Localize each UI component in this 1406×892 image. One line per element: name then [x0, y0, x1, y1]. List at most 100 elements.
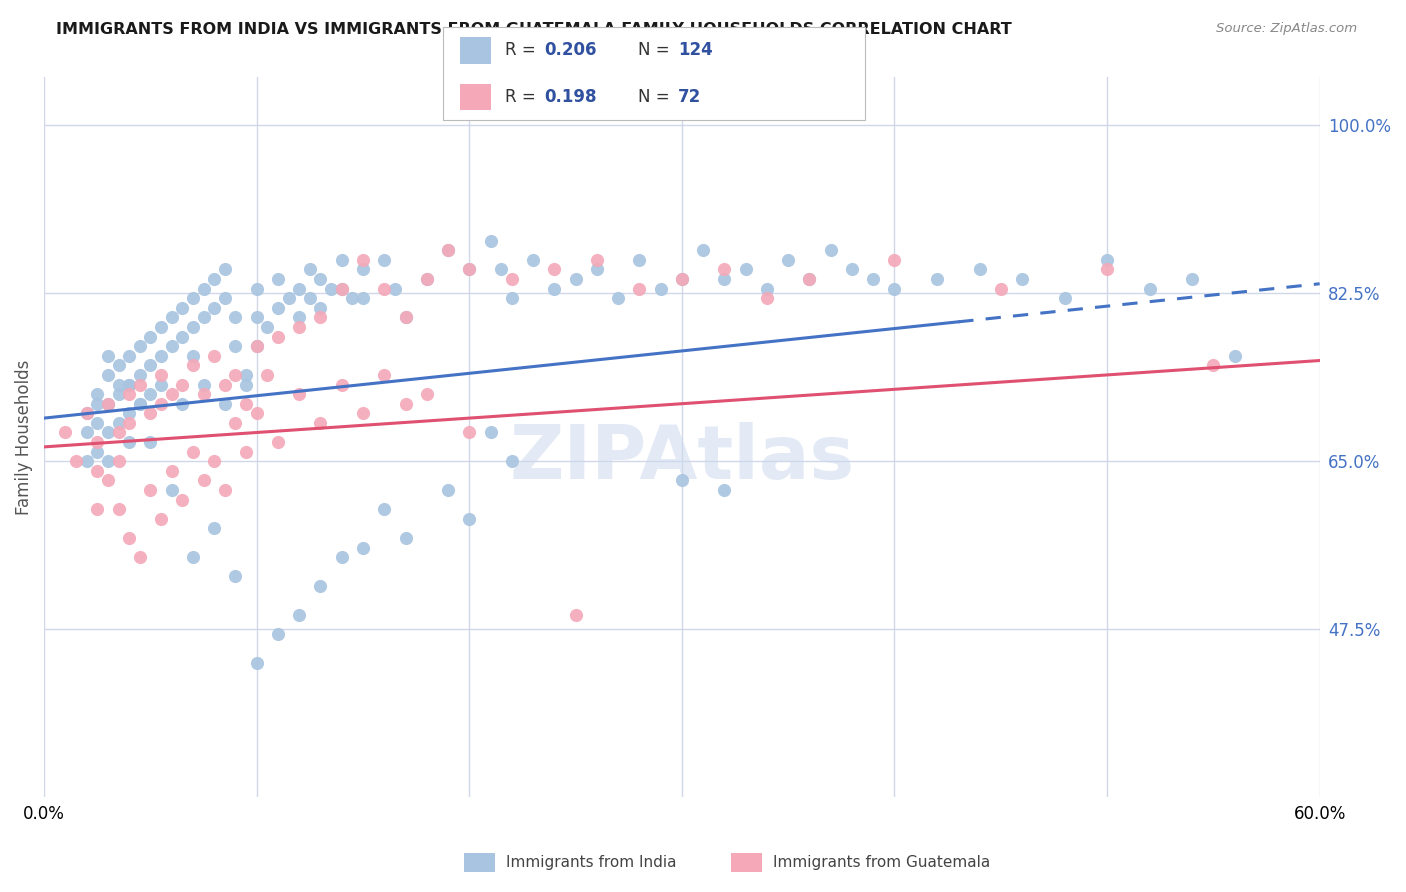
Point	[841, 262, 863, 277]
Point	[309, 272, 332, 286]
Point	[53, 425, 76, 440]
Point	[394, 531, 416, 545]
Point	[267, 272, 290, 286]
Point	[150, 320, 173, 334]
Point	[193, 377, 215, 392]
Point	[246, 339, 269, 353]
Point	[160, 483, 183, 497]
Point	[267, 627, 290, 641]
Point	[479, 234, 502, 248]
Point	[193, 474, 215, 488]
Point	[76, 425, 98, 440]
Point	[437, 243, 460, 257]
Point	[97, 474, 120, 488]
Point	[458, 512, 481, 526]
Point	[65, 454, 87, 468]
Point	[862, 272, 884, 286]
Point	[309, 301, 332, 315]
Text: 124: 124	[678, 41, 713, 59]
Point	[734, 262, 756, 277]
Point	[607, 291, 630, 305]
Point	[202, 454, 225, 468]
Point	[86, 502, 108, 516]
Point	[139, 483, 162, 497]
Point	[128, 550, 150, 565]
Point	[628, 281, 651, 295]
Point	[235, 377, 257, 392]
Point	[501, 454, 523, 468]
Point	[990, 281, 1012, 295]
Point	[586, 262, 609, 277]
Point	[76, 454, 98, 468]
Text: R =: R =	[505, 88, 541, 106]
Point	[288, 320, 311, 334]
Point	[118, 377, 141, 392]
Point	[172, 397, 194, 411]
Point	[86, 464, 108, 478]
Point	[1202, 359, 1225, 373]
Point	[416, 387, 439, 401]
Point	[139, 329, 162, 343]
Point	[437, 243, 460, 257]
Point	[118, 377, 141, 392]
Point	[628, 252, 651, 267]
Point	[330, 252, 353, 267]
Point	[107, 425, 129, 440]
Point	[458, 425, 481, 440]
Text: 72: 72	[678, 88, 702, 106]
Text: Immigrants from India: Immigrants from India	[506, 855, 676, 870]
Point	[352, 262, 374, 277]
Point	[246, 339, 269, 353]
Point	[235, 444, 257, 458]
Point	[214, 377, 236, 392]
Point	[76, 406, 98, 420]
Point	[202, 349, 225, 363]
Point	[394, 310, 416, 325]
Point	[489, 262, 512, 277]
Point	[214, 397, 236, 411]
Point	[150, 512, 173, 526]
Point	[97, 454, 120, 468]
Point	[288, 607, 311, 622]
Y-axis label: Family Households: Family Households	[15, 359, 32, 515]
Point	[319, 281, 342, 295]
Text: R =: R =	[505, 41, 541, 59]
Point	[86, 387, 108, 401]
Point	[969, 262, 991, 277]
Point	[820, 243, 842, 257]
Point	[118, 387, 141, 401]
Point	[1181, 272, 1204, 286]
Point	[522, 252, 544, 267]
Point	[671, 272, 693, 286]
Point	[309, 310, 332, 325]
Point	[394, 310, 416, 325]
Point	[384, 281, 406, 295]
Point	[267, 329, 290, 343]
Point	[298, 291, 321, 305]
Point	[342, 291, 364, 305]
Point	[1011, 272, 1033, 286]
Point	[97, 425, 120, 440]
Point	[181, 444, 204, 458]
Point	[267, 301, 290, 315]
Point	[564, 272, 586, 286]
Point	[267, 435, 290, 450]
Point	[373, 502, 395, 516]
Point	[235, 368, 257, 382]
Point	[86, 444, 108, 458]
Point	[246, 656, 269, 670]
Point	[172, 301, 194, 315]
Point	[650, 281, 672, 295]
Point	[107, 454, 129, 468]
Text: ZIPAtlas: ZIPAtlas	[509, 423, 855, 495]
Point	[139, 406, 162, 420]
Point	[713, 262, 735, 277]
Point	[107, 387, 129, 401]
Point	[352, 291, 374, 305]
Text: IMMIGRANTS FROM INDIA VS IMMIGRANTS FROM GUATEMALA FAMILY HOUSEHOLDS CORRELATION: IMMIGRANTS FROM INDIA VS IMMIGRANTS FROM…	[56, 22, 1012, 37]
Point	[543, 281, 565, 295]
Text: 0.206: 0.206	[544, 41, 596, 59]
Point	[160, 339, 183, 353]
Point	[128, 397, 150, 411]
Point	[778, 252, 800, 267]
